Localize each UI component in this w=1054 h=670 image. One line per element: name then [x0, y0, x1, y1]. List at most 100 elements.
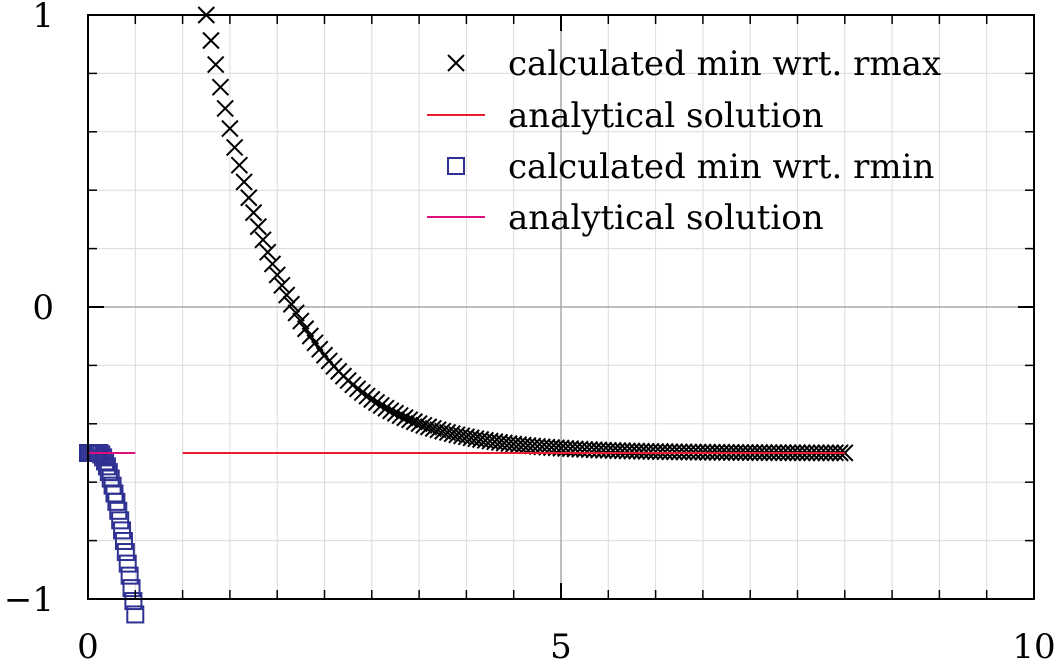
legend-label: calculated min wrt. rmin — [508, 147, 934, 187]
x-marker-stroke — [457, 428, 476, 446]
data-point-square — [97, 457, 116, 476]
x-marker-stroke — [509, 435, 528, 454]
x-marker-stroke — [585, 441, 603, 459]
legend: calculated min wrt. rmax analytical solut… — [427, 44, 941, 238]
x-marker-stroke — [514, 436, 532, 454]
data-point-x — [292, 312, 310, 330]
x-marker-stroke — [211, 78, 230, 96]
x-marker-stroke — [277, 286, 296, 304]
x-marker-stroke — [377, 399, 395, 417]
x-marker-stroke — [240, 189, 258, 207]
x-marker-stroke — [410, 414, 428, 433]
x-marker-stroke — [400, 411, 419, 429]
x-marker-stroke — [287, 304, 305, 322]
x-marker-stroke — [604, 441, 622, 460]
x-marker-stroke — [225, 138, 244, 157]
data-point-x — [216, 99, 234, 118]
x-tick-label: 5 — [550, 627, 572, 665]
data-point-x — [207, 55, 225, 74]
x-marker-stroke — [259, 243, 277, 261]
y-tick-label: −1 — [4, 580, 54, 620]
x-marker-stroke — [207, 55, 225, 74]
x-marker-stroke — [216, 99, 234, 118]
x-marker-stroke — [476, 431, 495, 449]
x-marker-stroke — [405, 413, 424, 431]
data-point-square — [124, 592, 143, 611]
x-marker-stroke — [452, 427, 471, 445]
x-tick-label: 0 — [77, 627, 99, 665]
legend-label: calculated min wrt. rmax — [508, 44, 941, 84]
x-marker-stroke — [296, 320, 315, 338]
x-marker-stroke — [235, 173, 253, 191]
data-point-x — [282, 295, 301, 313]
legend-label: analytical solution — [508, 96, 824, 136]
data-point-x — [363, 390, 381, 409]
x-tick-label: 10 — [1012, 627, 1054, 665]
x-marker-stroke — [575, 440, 594, 459]
x-marker-stroke — [590, 441, 608, 459]
data-point-x — [230, 156, 249, 174]
data-point-square — [116, 543, 135, 562]
x-marker-stroke — [609, 441, 627, 460]
data-layer — [79, 6, 854, 624]
x-marker-stroke — [580, 440, 599, 459]
x-marker-stroke — [372, 396, 390, 415]
x-marker-stroke — [523, 437, 542, 455]
x-marker-stroke — [627, 442, 646, 460]
data-point-x — [244, 203, 263, 222]
x-marker-stroke — [447, 54, 465, 72]
data-point-x — [424, 419, 442, 438]
data-point-square — [120, 566, 139, 585]
data-point-square — [92, 445, 111, 464]
x-marker-stroke — [363, 390, 381, 409]
x-marker-stroke — [273, 276, 291, 295]
x-marker-stroke — [623, 442, 641, 460]
x-marker-stroke — [244, 203, 263, 222]
x-marker-stroke — [306, 334, 324, 352]
data-point-x — [268, 266, 286, 284]
x-marker-stroke — [254, 231, 272, 249]
data-point-x — [391, 406, 409, 425]
data-point-x — [382, 402, 400, 420]
x-marker-stroke — [571, 440, 589, 458]
data-point-x — [249, 217, 267, 236]
data-point-square — [99, 463, 118, 482]
x-marker-stroke — [230, 156, 249, 174]
x-marker-stroke — [202, 31, 220, 50]
x-marker-stroke — [495, 434, 513, 452]
x-marker-stroke — [462, 429, 480, 447]
data-point-x — [367, 393, 386, 412]
x-marker-stroke — [481, 432, 499, 450]
x-marker-stroke — [382, 402, 400, 420]
data-point-x — [377, 399, 395, 417]
x-marker-stroke — [443, 424, 461, 443]
data-point-x — [386, 404, 405, 422]
legend-entry: calculated min wrt. rmin — [447, 147, 934, 187]
x-marker-stroke — [486, 433, 504, 451]
data-point-x — [273, 276, 291, 295]
x-marker-stroke — [471, 430, 490, 449]
x-marker-stroke — [415, 416, 433, 434]
x-marker-stroke — [504, 435, 523, 453]
data-point-x — [211, 78, 230, 96]
x-marker-stroke — [292, 312, 310, 330]
data-point-x — [410, 414, 428, 433]
data-point-square — [113, 521, 132, 540]
data-point-x — [254, 231, 272, 249]
x-marker-stroke — [618, 442, 636, 460]
data-point-x — [263, 255, 282, 273]
data-point-square — [114, 531, 133, 550]
x-marker-stroke — [282, 295, 301, 313]
x-marker-stroke — [500, 434, 518, 453]
data-point-x — [240, 189, 258, 207]
x-marker-stroke — [434, 422, 452, 440]
data-point-x — [221, 119, 239, 138]
x-marker-stroke — [490, 433, 509, 452]
data-point-square — [111, 511, 130, 530]
data-point-x — [396, 409, 414, 427]
data-point-square — [122, 579, 141, 598]
data-point-x — [235, 173, 253, 191]
legend-x-marker — [447, 54, 465, 72]
